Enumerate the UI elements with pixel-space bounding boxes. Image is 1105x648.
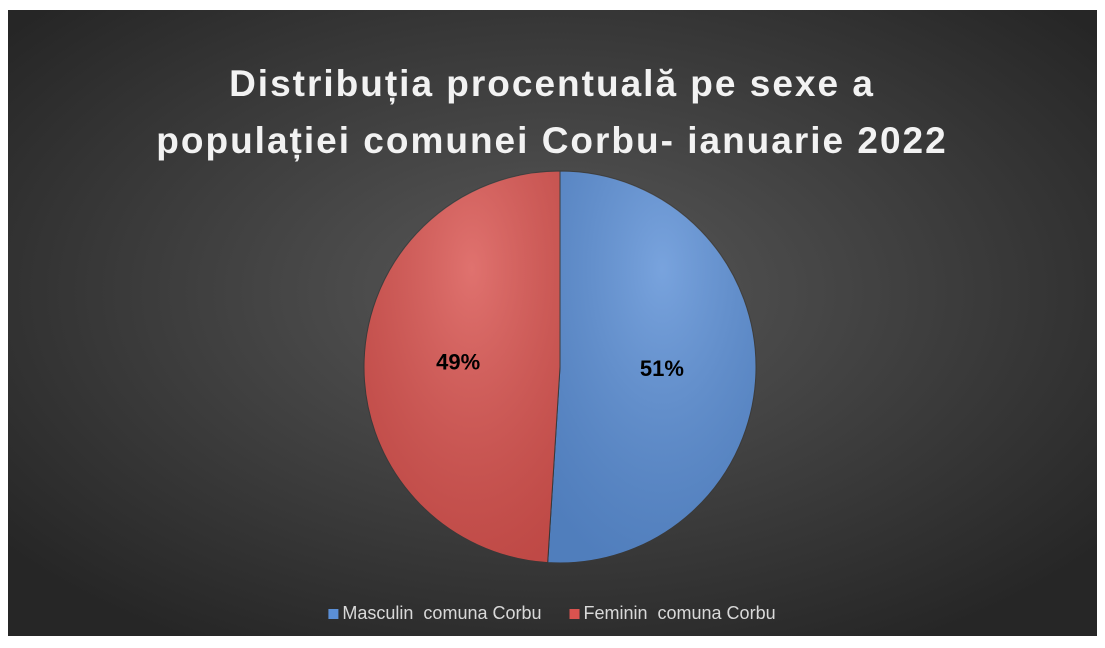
legend-swatch	[569, 609, 580, 619]
chart-title: populației comunei Corbu- ianuarie 2022	[156, 120, 947, 162]
data-label: 51%	[640, 356, 684, 381]
chart-title: Distribuția procentuală pe sexe a	[229, 63, 875, 105]
data-label: 49%	[436, 350, 480, 375]
legend-swatch	[328, 609, 339, 619]
legend-label: Feminin comuna Corbu	[584, 603, 776, 623]
legend-label: Masculin comuna Corbu	[342, 603, 541, 623]
